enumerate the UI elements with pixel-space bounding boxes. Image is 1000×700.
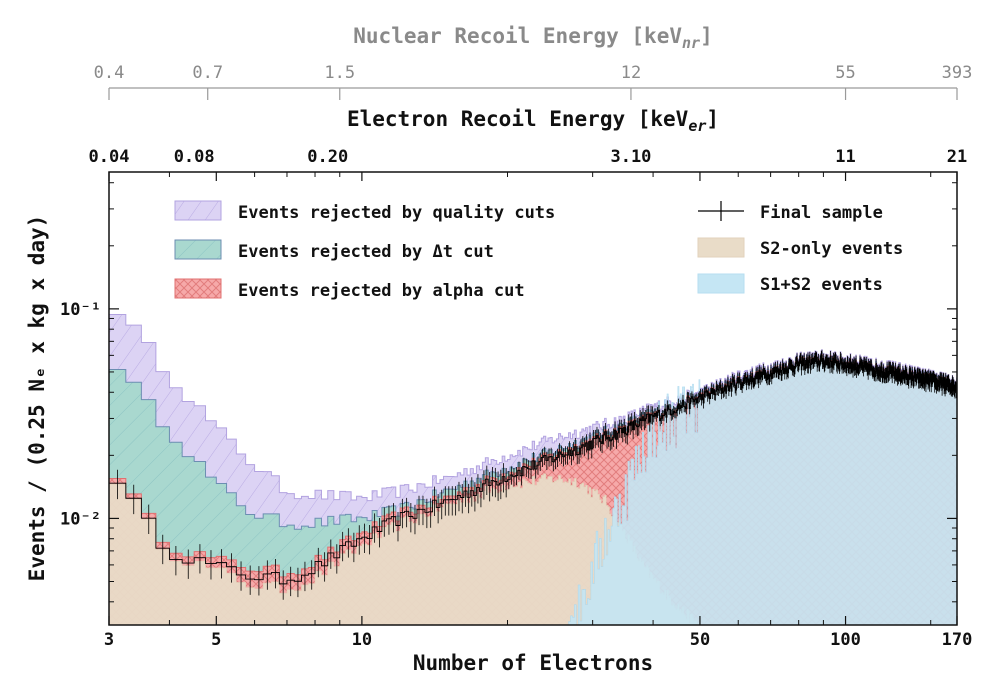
legend-label-s1s2: S1+S2 events xyxy=(760,275,883,295)
legend-label-s2only: S2-only events xyxy=(760,239,903,259)
final-sample-error-bars xyxy=(117,349,957,600)
legend-swatch-s2only xyxy=(697,237,745,258)
legend-swatch-alpha xyxy=(174,278,222,299)
legend-swatch-s1s2 xyxy=(697,273,745,294)
er-tick-label: 3.10 xyxy=(610,147,651,167)
nr-tick-label: 55 xyxy=(835,63,855,83)
er-tick-label: 21 xyxy=(947,147,967,167)
nr-axis-title: Nuclear Recoil Energy [keVnr] xyxy=(353,24,712,52)
plot-area xyxy=(109,314,957,625)
er-tick-label: 0.08 xyxy=(174,147,215,167)
x-axis-title: Number of Electrons xyxy=(413,651,653,675)
er-tick-label: 11 xyxy=(835,147,855,167)
er-tick-label: 0.20 xyxy=(307,147,348,167)
x-tick-label: 50 xyxy=(690,630,710,650)
x-tick-label: 10 xyxy=(352,630,372,650)
bars-s2-only xyxy=(109,473,957,625)
x-tick-label: 100 xyxy=(830,630,861,650)
legend-label-quality: Events rejected by quality cuts xyxy=(238,203,555,223)
x-tick-label: 5 xyxy=(211,630,221,650)
nr-tick-label: 0.7 xyxy=(192,63,223,83)
y-tick-label: 10⁻¹ xyxy=(60,300,101,320)
x-tick-label: 3 xyxy=(104,630,114,650)
axes: 3 5 10 50 100 170 10⁻¹ 10⁻² 0.04 0.08 0.20 3.10 11 21… xyxy=(60,63,972,650)
nr-tick-label: 1.5 xyxy=(324,63,355,83)
legend: Events rejected by quality cuts Events r… xyxy=(174,200,903,301)
er-axis-title: Electron Recoil Energy [keVer] xyxy=(347,107,719,135)
legend-swatch-quality xyxy=(174,200,222,221)
x-tick-label: 170 xyxy=(942,630,973,650)
legend-label-alpha: Events rejected by alpha cut xyxy=(238,281,525,301)
legend-swatch-dt xyxy=(174,239,222,260)
nr-tick-label: 0.4 xyxy=(94,63,125,83)
y-axis-title: Events / (0.25 Nₑ x kg x day) xyxy=(25,215,49,582)
plot-frame xyxy=(108,171,958,626)
nr-tick-label: 12 xyxy=(621,63,641,83)
legend-label-dt: Events rejected by Δt cut xyxy=(238,242,494,262)
er-tick-label: 0.04 xyxy=(89,147,130,167)
legend-swatch-final xyxy=(698,201,744,221)
y-tick-label: 10⁻² xyxy=(60,509,101,529)
legend-label-final: Final sample xyxy=(760,203,883,223)
nr-tick-label: 393 xyxy=(942,63,973,83)
